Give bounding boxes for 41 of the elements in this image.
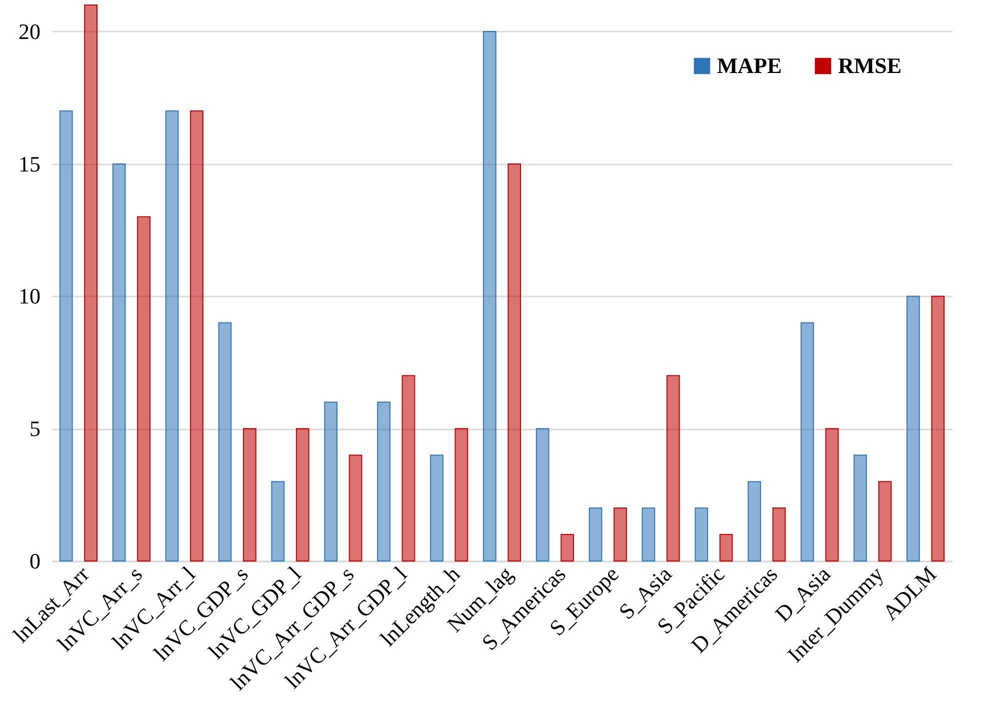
legend-label: RMSE	[838, 53, 902, 78]
bar	[271, 481, 285, 562]
bar	[694, 508, 708, 562]
bar	[642, 508, 656, 562]
bar	[772, 508, 786, 562]
bar	[482, 30, 496, 562]
bar	[588, 508, 602, 562]
bar	[59, 110, 73, 562]
bar	[800, 322, 814, 562]
bar	[242, 428, 256, 562]
legend-label: MAPE	[717, 53, 782, 78]
bar	[719, 534, 733, 562]
bar	[560, 534, 574, 562]
y-tick-label: 15	[18, 151, 40, 176]
bar	[825, 428, 839, 562]
bar	[377, 402, 390, 562]
bar	[666, 375, 680, 562]
bar	[348, 454, 362, 562]
bar	[296, 428, 310, 562]
bar	[430, 454, 444, 562]
y-tick-label: 5	[30, 416, 40, 442]
bar	[324, 402, 338, 562]
bar	[614, 508, 627, 562]
bar	[508, 163, 522, 562]
bar	[878, 481, 892, 562]
y-tick-label: 10	[18, 284, 40, 309]
bar	[931, 296, 945, 562]
bar	[190, 110, 204, 562]
y-tick-label: 0	[30, 548, 40, 574]
bar	[84, 4, 98, 562]
bar	[854, 454, 867, 562]
bar	[748, 481, 762, 562]
bar	[218, 322, 232, 562]
bar	[112, 163, 126, 562]
bar	[536, 428, 550, 562]
bar	[165, 110, 179, 562]
bar	[137, 216, 150, 562]
y-tick-label: 20	[18, 18, 40, 44]
bar	[906, 296, 920, 562]
bar	[402, 375, 416, 562]
bar	[454, 428, 468, 562]
